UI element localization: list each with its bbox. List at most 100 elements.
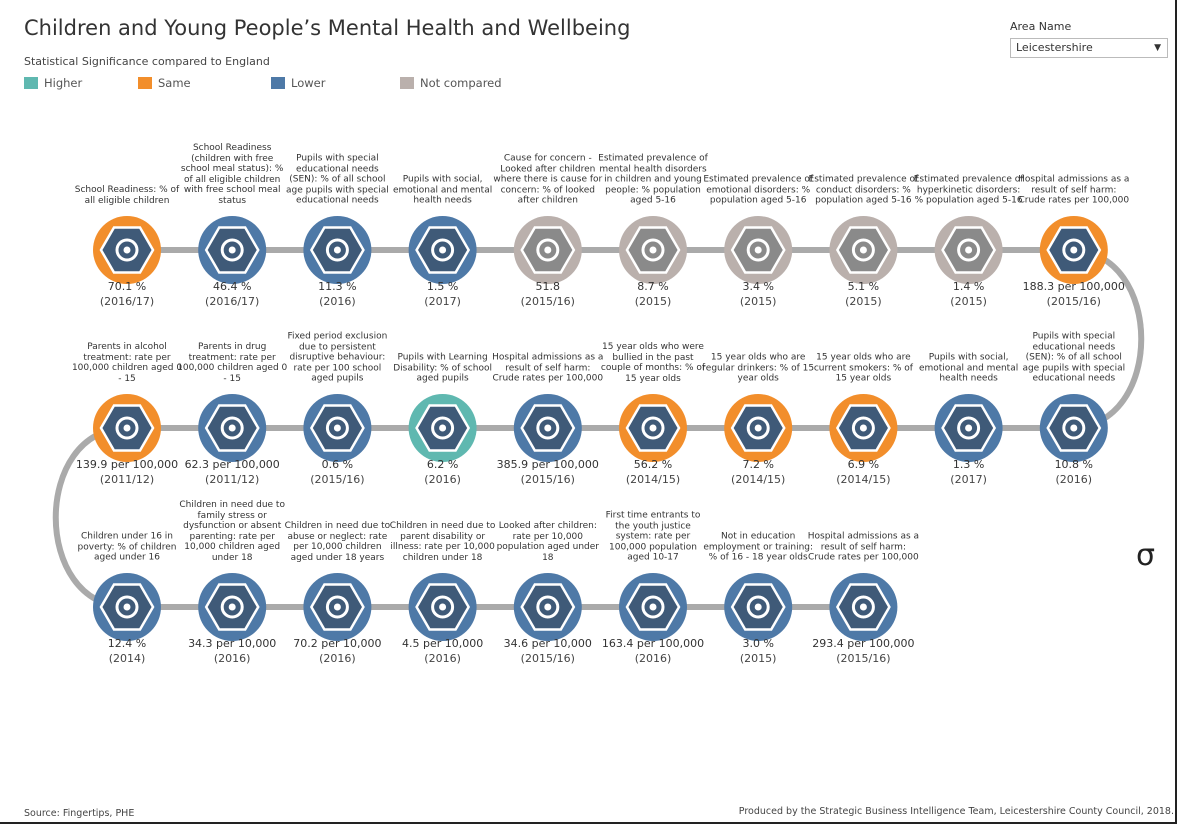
indicator-label: Children under 16 in poverty: % of child… xyxy=(77,531,177,563)
dropdown-arrow: ▼ xyxy=(1154,43,1161,53)
indicator-icon-dot xyxy=(754,246,762,254)
indicator-icon xyxy=(325,238,349,262)
indicator-label: Fixed period exclusion due to persistent… xyxy=(287,331,388,384)
indicator-icon-dot xyxy=(1070,424,1078,432)
indicator-icon xyxy=(536,595,560,619)
indicator-icon xyxy=(220,238,244,262)
indicator-period: (2015) xyxy=(950,295,987,308)
indicator-icon xyxy=(641,595,665,619)
indicator-value: 188.3 per 100,000 xyxy=(1022,280,1125,293)
indicator-label: 15 year olds who are regular drinkers: %… xyxy=(702,352,815,384)
indicator-period: (2016/17) xyxy=(99,295,155,308)
indicator-label: Children in need due to parent disabilit… xyxy=(389,521,496,563)
indicator-icon-dot xyxy=(649,603,657,611)
indicator-period: (2017) xyxy=(950,473,987,486)
indicator-label: Hospital admissions as a result of self … xyxy=(492,352,604,384)
indicator-value: 3.4 % xyxy=(742,280,774,293)
indicator-icon xyxy=(115,238,139,262)
indicator-icon xyxy=(851,238,875,262)
indicator-value: 4.5 per 10,000 xyxy=(401,637,484,650)
indicator-icon-dot xyxy=(965,424,973,432)
title: Children and Young People’s Mental Healt… xyxy=(24,16,631,40)
indicator-icon xyxy=(220,416,244,440)
indicator-icon-dot xyxy=(333,246,341,254)
indicator-period: (2016) xyxy=(424,652,461,665)
indicator-label: Hospital admissions as a result of self … xyxy=(807,531,920,563)
indicator-icon xyxy=(957,238,981,262)
indicator-icon xyxy=(220,595,244,619)
indicator-value: 51.8 xyxy=(535,280,561,293)
indicator-label: Estimated prevalence of conduct disorder… xyxy=(808,174,919,206)
indicator-value: 1.3 % xyxy=(952,458,985,471)
indicator-icon-dot xyxy=(544,424,552,432)
indicator-icon xyxy=(746,595,770,619)
indicator-period: (2014/15) xyxy=(731,473,786,486)
legend-swatch xyxy=(271,77,285,89)
indicator-icon xyxy=(641,238,665,262)
indicator-label: Parents in alcohol treatment: rate per 1… xyxy=(71,342,183,384)
indicator-period: (2017) xyxy=(424,295,461,308)
area-label: Area Name xyxy=(1010,20,1072,33)
indicator-period: (2016) xyxy=(319,295,356,308)
indicator-label: School Readiness: % of all eligible chil… xyxy=(74,185,180,206)
indicator-period: (2014/15) xyxy=(625,473,681,486)
indicator-icon-dot xyxy=(859,603,867,611)
indicator-icon-dot xyxy=(123,603,131,611)
indicator-icon xyxy=(536,238,560,262)
indicator-icon-dot xyxy=(228,424,236,432)
indicator-icon xyxy=(957,416,981,440)
indicator-value: 62.3 per 100,000 xyxy=(184,458,280,471)
indicator-icon-dot xyxy=(333,424,341,432)
indicator-period: (2016) xyxy=(319,652,356,665)
indicator-icon-dot xyxy=(544,603,552,611)
legend-title: Statistical Significance compared to Eng… xyxy=(24,55,270,68)
indicator-period: (2015/16) xyxy=(520,652,575,665)
indicator-label: Estimated prevalence of hyperkinetic dis… xyxy=(913,174,1024,206)
legend-swatch xyxy=(400,77,414,89)
indicator-value: 0.6 % xyxy=(321,458,354,471)
indicator-label: Not in education employment or training:… xyxy=(703,531,814,563)
indicator-label: Pupils with Learning Disability: % of sc… xyxy=(393,352,492,384)
indicator-period: (2011/12) xyxy=(99,473,155,486)
indicator-period: (2016) xyxy=(1055,473,1093,486)
indicator-period: (2015/16) xyxy=(310,473,365,486)
indicator-value: 3.0 % xyxy=(742,637,774,650)
indicator-label: Estimated prevalence of mental health di… xyxy=(598,153,708,206)
credit: Produced by the Strategic Business Intel… xyxy=(738,806,1174,817)
indicator-label: 15 year olds who are current smokers: % … xyxy=(813,352,913,384)
indicator-icon xyxy=(851,416,875,440)
indicator-value: 70.1 % xyxy=(107,280,147,293)
legend-item: Lower xyxy=(271,76,325,90)
indicator-label: Looked after children: rate per 10,000 p… xyxy=(496,521,600,563)
indicator-value: 34.6 per 10,000 xyxy=(503,637,592,650)
indicator-icon-dot xyxy=(333,603,341,611)
indicator-icon-dot xyxy=(439,424,447,432)
indicator-icon xyxy=(431,595,455,619)
indicator-period: (2015/16) xyxy=(1046,295,1101,308)
indicator-icon xyxy=(536,416,560,440)
indicator-value: 6.9 % xyxy=(847,458,880,471)
indicator-period: (2015/16) xyxy=(520,473,575,486)
indicator-icon-dot xyxy=(228,246,236,254)
legend-item: Same xyxy=(138,76,191,90)
indicator-period: (2015/16) xyxy=(520,295,575,308)
indicator-value: 139.9 per 100,000 xyxy=(75,458,179,471)
indicator-icon xyxy=(115,595,139,619)
indicator-value: 7.2 % xyxy=(742,458,774,471)
area-dropdown[interactable]: Leicestershire ▼ xyxy=(1010,38,1168,58)
indicator-period: (2011/12) xyxy=(205,473,260,486)
indicator-period: (2016) xyxy=(424,473,461,486)
indicator-period: (2015) xyxy=(739,295,777,308)
indicator-icon-dot xyxy=(965,246,973,254)
indicator-icon xyxy=(746,416,770,440)
indicator-value: 70.2 per 10,000 xyxy=(293,637,382,650)
indicator-value: 1.5 % xyxy=(426,280,459,293)
legend-label: Lower xyxy=(291,76,326,90)
indicator-icon xyxy=(1062,416,1086,440)
indicator-period: (2015/16) xyxy=(836,652,891,665)
indicator-label: First time entrants to the youth justice… xyxy=(605,510,701,563)
indicator-icon-dot xyxy=(439,246,447,254)
indicator-period: (2016) xyxy=(634,652,672,665)
indicator-icon-dot xyxy=(754,424,762,432)
